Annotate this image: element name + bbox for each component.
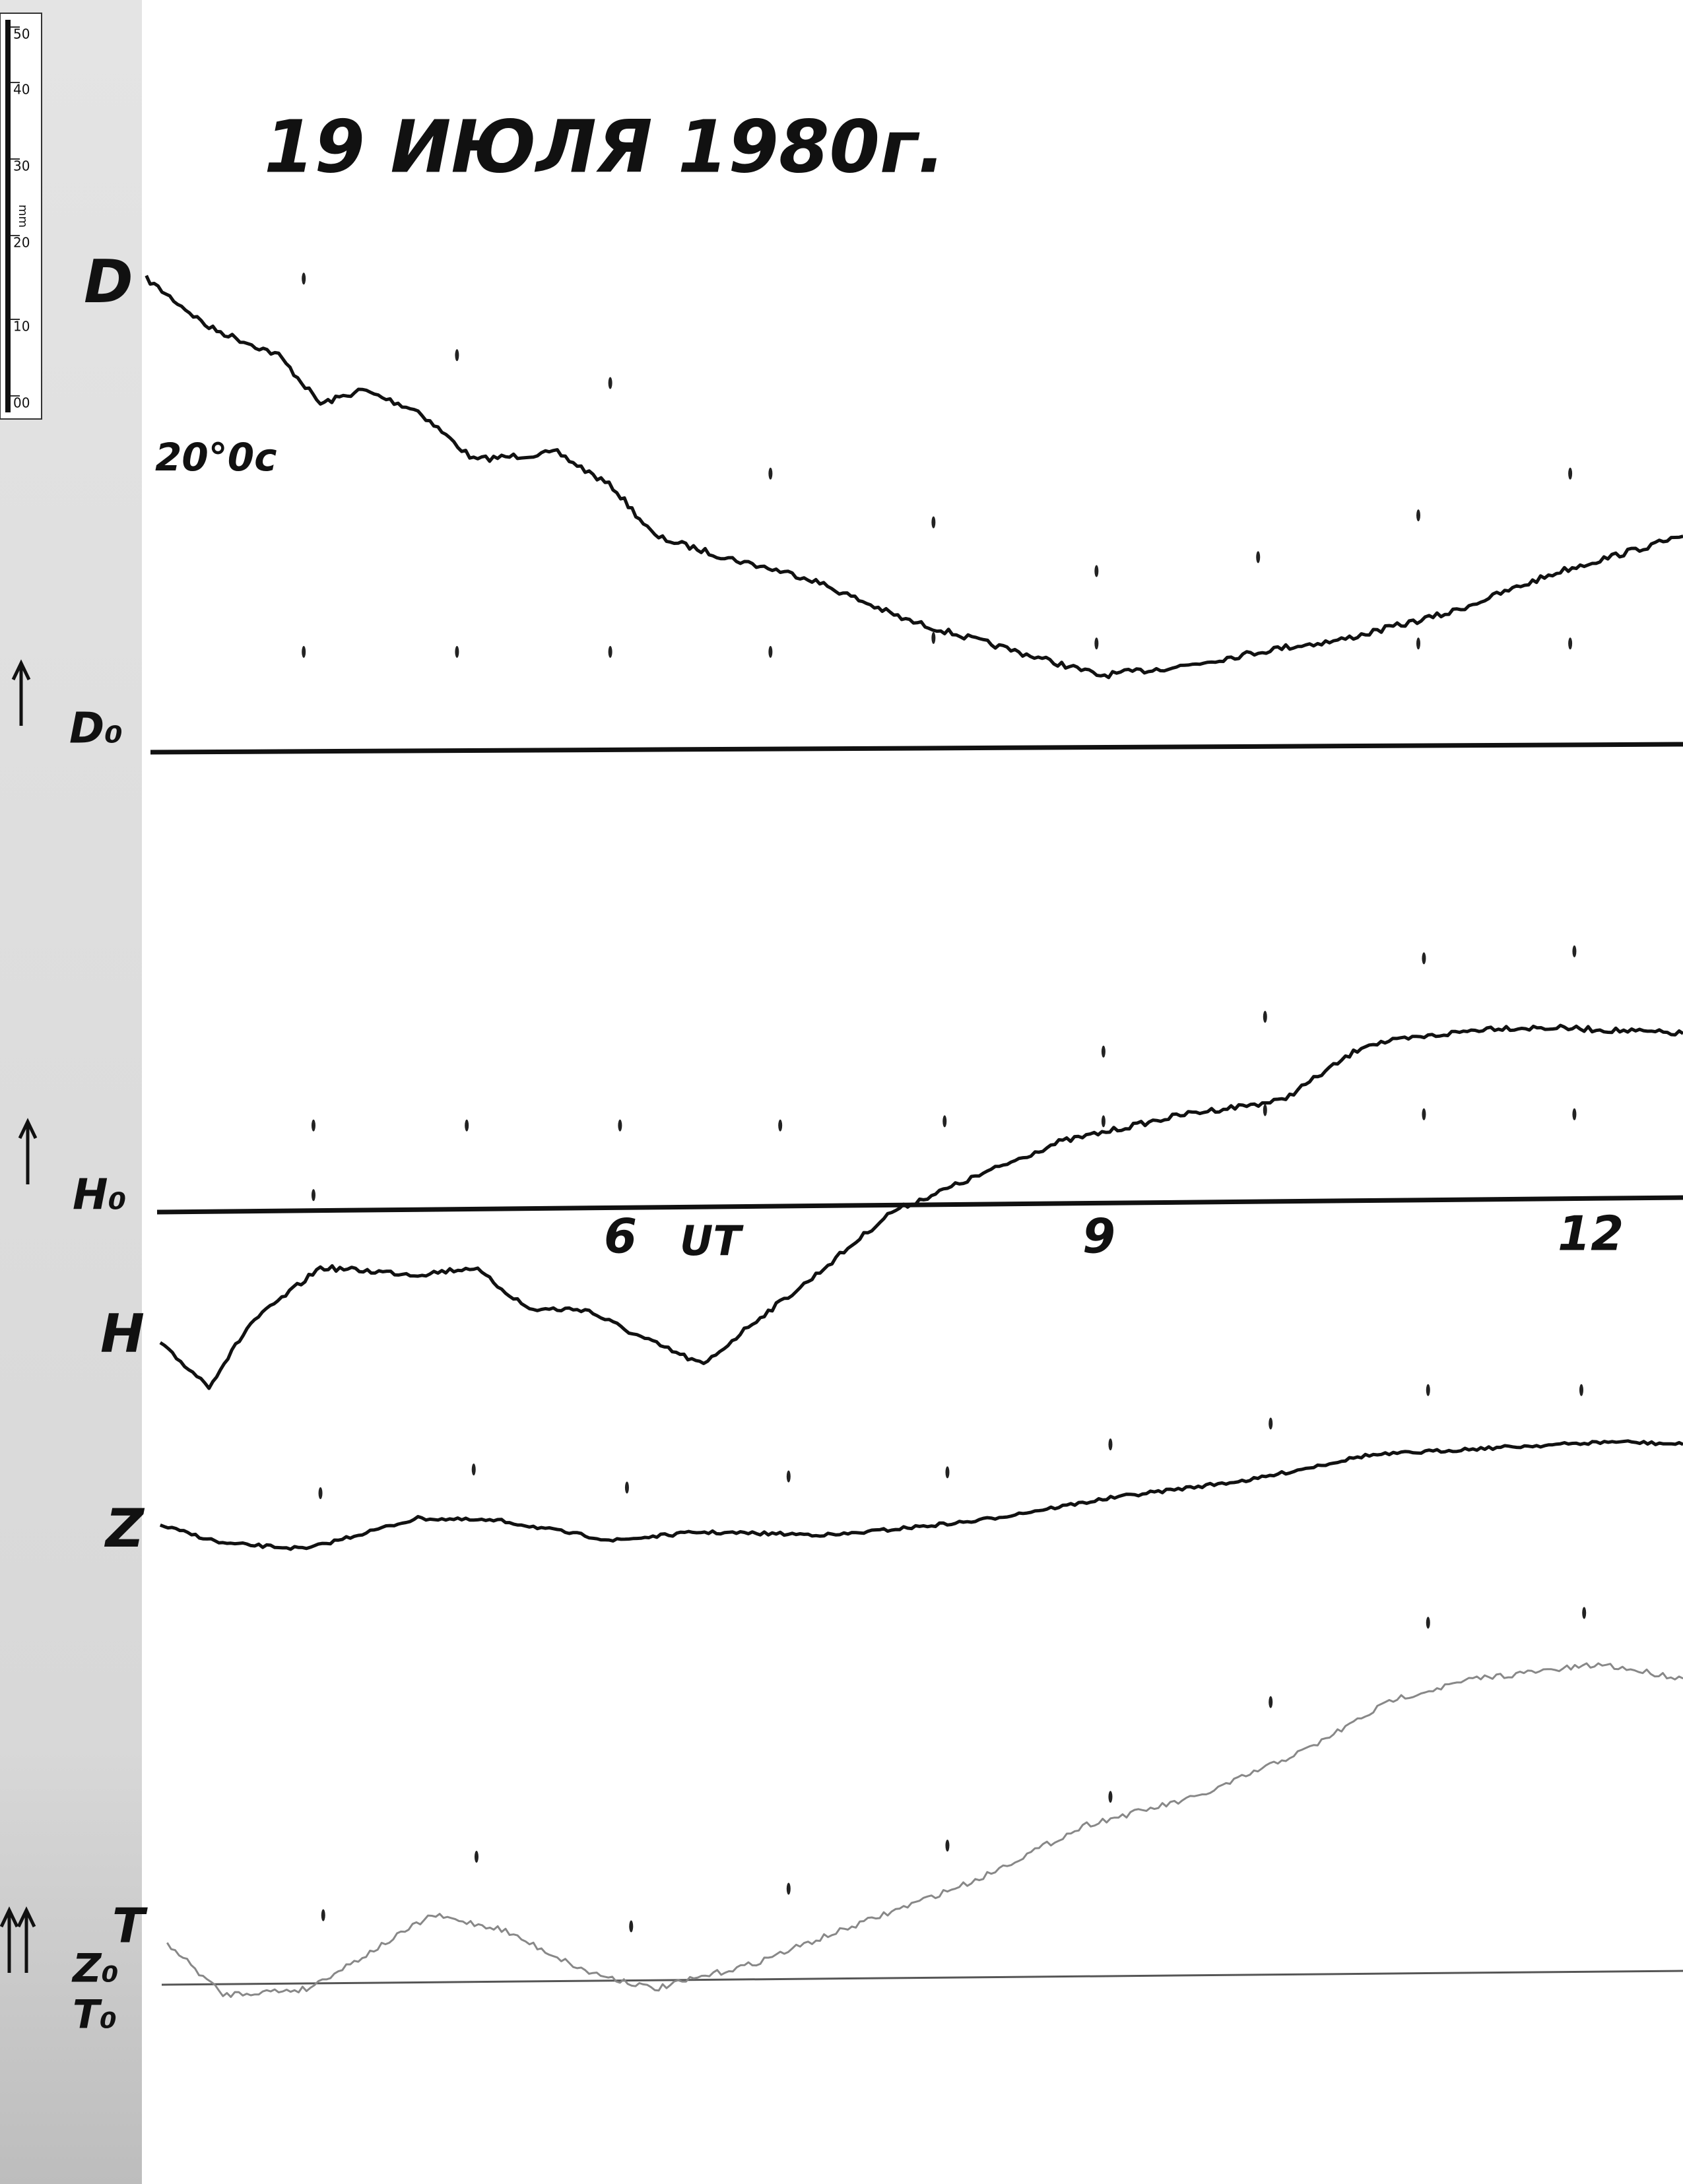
time-mark: [302, 273, 306, 285]
time-mark: [618, 1119, 622, 1132]
time-mark: [311, 1119, 315, 1132]
time-label: UT: [680, 1217, 744, 1265]
time-mark: [1094, 565, 1099, 577]
time-mark: [1426, 1384, 1430, 1396]
time-mark: [629, 1920, 634, 1933]
time-mark: [768, 645, 773, 658]
ruler-label: 20: [13, 235, 30, 251]
time-mark: [1426, 1617, 1430, 1629]
trace-label: T: [112, 1898, 148, 1954]
trace-label: Z: [104, 1498, 145, 1559]
baseline-label: Z₀: [71, 1946, 119, 1992]
time-mark: [302, 645, 306, 658]
time-mark: [786, 1882, 791, 1895]
scale-label: 20°0с: [155, 435, 277, 480]
time-mark: [1422, 1108, 1426, 1120]
time-label: 6: [604, 1209, 637, 1264]
time-label: 12: [1558, 1206, 1624, 1262]
time-mark: [1582, 1607, 1587, 1619]
time-mark: [1108, 1438, 1113, 1451]
time-mark: [1108, 1791, 1113, 1803]
ruler-label: 30: [13, 158, 30, 174]
trace-label: H: [100, 1303, 145, 1365]
time-mark: [1101, 1045, 1106, 1058]
time-mark: [471, 1463, 476, 1476]
title: 19 ИЮЛЯ 1980г.: [264, 104, 945, 189]
time-mark: [1572, 945, 1577, 957]
time-mark: [768, 467, 773, 480]
ruler-unit: mm: [16, 205, 30, 228]
ruler-label: 50: [13, 26, 30, 42]
ruler-label: 40: [13, 82, 30, 98]
time-mark: [778, 1119, 783, 1132]
time-mark: [608, 377, 612, 389]
time-mark: [455, 349, 459, 362]
time-mark: [1256, 551, 1261, 563]
ruler-labels: 50 40 30 20 10 00: [11, 26, 30, 411]
time-mark: [465, 1119, 469, 1132]
baseline-label: H₀: [73, 1171, 127, 1220]
h0-baseline: [156, 1195, 1683, 1215]
t0-baseline: [161, 1970, 1683, 1986]
trace: [159, 1023, 1683, 1390]
time-mark: [321, 1909, 325, 1921]
time-mark: [608, 645, 612, 658]
time-mark: [318, 1487, 323, 1499]
time-mark: [1572, 1108, 1577, 1120]
time-mark: [1269, 1417, 1273, 1430]
time-mark: [1422, 952, 1426, 965]
arrows: [0, 659, 38, 1973]
time-mark: [1263, 1011, 1267, 1023]
trace: [166, 1662, 1683, 1998]
time-mark: [455, 645, 459, 658]
baseline-label: D₀: [69, 705, 123, 754]
traces: [145, 273, 1683, 1998]
time-mark: [931, 631, 936, 644]
time-mark: [1568, 467, 1573, 480]
time-mark: [786, 1470, 791, 1483]
time-label: 9: [1082, 1209, 1115, 1264]
baseline-label: T₀: [73, 1992, 117, 2038]
time-mark: [1579, 1384, 1583, 1396]
time-mark: [1101, 1115, 1106, 1128]
d0-baseline: [150, 742, 1683, 755]
time-mark: [1094, 637, 1099, 650]
time-mark: [945, 1466, 950, 1479]
time-mark: [311, 1189, 315, 1202]
time-mark: [942, 1115, 947, 1128]
ruler-bar: [5, 20, 11, 412]
trace: [145, 274, 1683, 680]
time-mark: [1416, 509, 1420, 522]
time-mark: [1269, 1696, 1273, 1708]
time-mark: [1568, 637, 1573, 650]
trace: [159, 1439, 1683, 1551]
time-mark: [624, 1481, 629, 1494]
time-mark: [474, 1850, 478, 1863]
ruler-label: 10: [13, 319, 30, 335]
time-mark: [931, 516, 936, 529]
time-mark: [1263, 1104, 1267, 1116]
time-mark: [945, 1840, 950, 1852]
trace-label: D: [84, 247, 133, 317]
ruler-label: 00: [13, 395, 30, 411]
time-mark: [1416, 637, 1420, 650]
